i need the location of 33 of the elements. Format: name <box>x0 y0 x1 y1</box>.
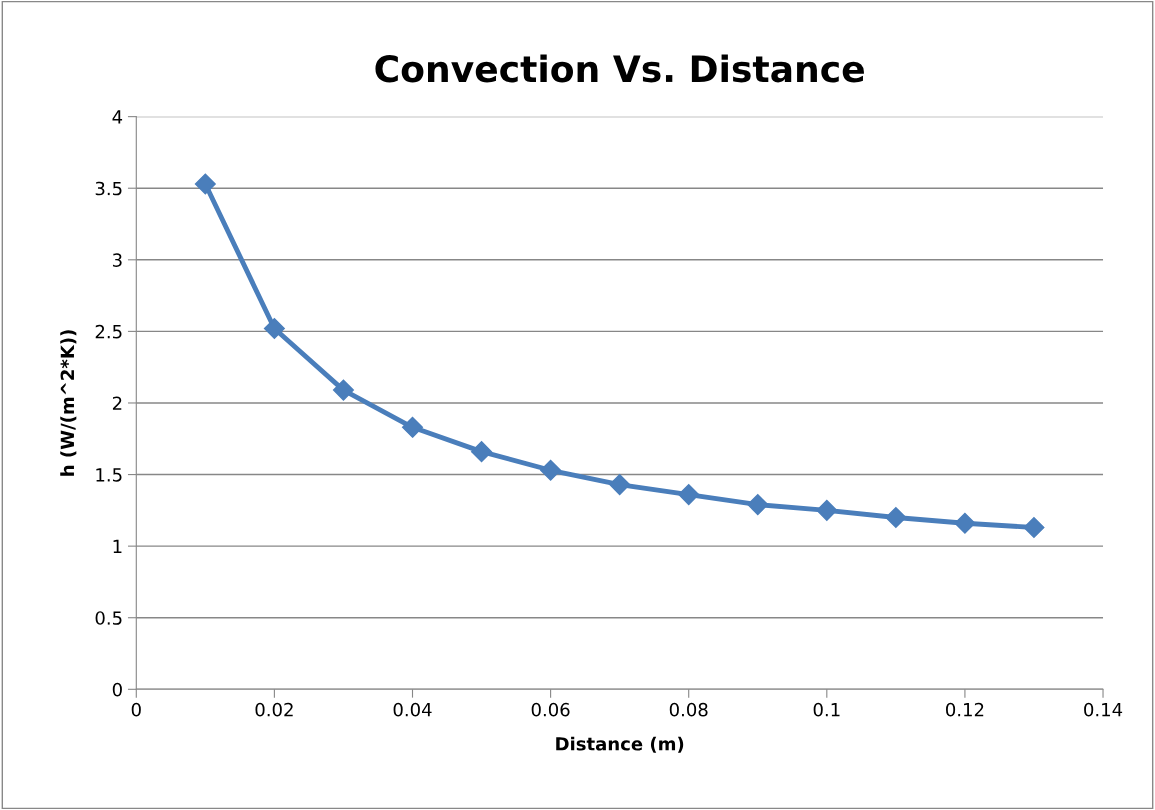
y-tick-label: 2.5 <box>95 324 122 339</box>
y-tick-label: 1 <box>113 539 122 553</box>
y-tick-label: 3 <box>112 253 122 267</box>
point <box>194 173 216 195</box>
x-tick-label: 0.12 <box>946 702 984 717</box>
y-axis-title: h (W/(m^2*K)) <box>60 330 77 476</box>
point <box>401 416 424 438</box>
point <box>816 499 838 521</box>
x-tick-label: 0.1 <box>813 702 840 717</box>
chart-title: Convection Vs. Distance <box>375 54 864 83</box>
x-tick-label: 0.02 <box>255 702 293 717</box>
point <box>885 506 907 529</box>
point <box>263 318 285 340</box>
point <box>1023 517 1045 539</box>
x-tick-label: 0.04 <box>393 702 432 717</box>
point <box>332 379 354 401</box>
y-tick-label: 2 <box>112 396 122 410</box>
y-tick-label: 3.5 <box>95 181 122 196</box>
y-tick-label: 0 <box>112 682 122 697</box>
x-tick-label: 0.08 <box>669 702 708 717</box>
point <box>540 459 562 481</box>
y-tick-label: 0.5 <box>95 611 122 625</box>
point <box>609 474 631 496</box>
point <box>471 441 493 463</box>
y-tick-label: 1.5 <box>96 468 122 482</box>
point <box>954 512 976 534</box>
x-tick-label: 0.14 <box>1084 702 1123 717</box>
x-tick-label: 0.06 <box>531 702 570 717</box>
point <box>747 494 769 516</box>
y-tick-label: 4 <box>112 110 123 124</box>
point <box>678 484 700 506</box>
x-tick-label: 0 <box>131 702 141 717</box>
x-axis-title: Distance (m) <box>556 736 684 753</box>
